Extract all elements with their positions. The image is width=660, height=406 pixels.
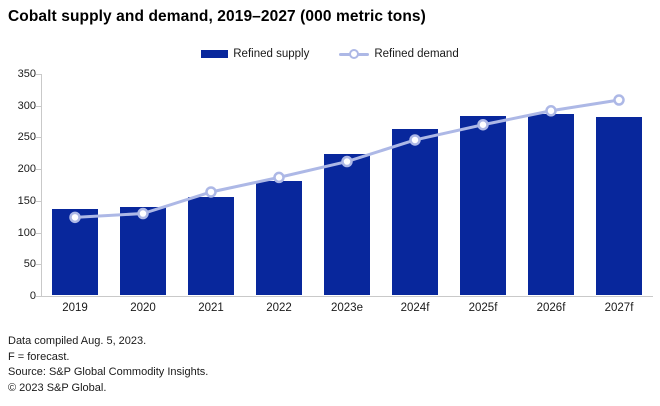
x-tick-label-2019: 2019 bbox=[62, 302, 88, 314]
footer-forecast: F = forecast. bbox=[8, 350, 70, 363]
x-tick-label-2023e: 2023e bbox=[331, 302, 363, 314]
supply-bar-2023e bbox=[324, 153, 370, 295]
legend: Refined supply Refined demand bbox=[0, 48, 660, 60]
x-axis-line bbox=[41, 296, 653, 297]
legend-item-refined-supply: Refined supply bbox=[201, 48, 309, 60]
x-tick-label-2027f: 2027f bbox=[604, 302, 634, 314]
demand-marker-2020 bbox=[137, 207, 149, 220]
demand-marker-2025f bbox=[477, 118, 489, 131]
x-tick-label-2020: 2020 bbox=[130, 302, 156, 314]
y-tick-label: 300 bbox=[17, 99, 36, 112]
demand-marker-2024f bbox=[409, 134, 421, 146]
y-tick-label: 200 bbox=[17, 163, 36, 176]
supply-bar-2022 bbox=[256, 181, 302, 295]
supply-bar-2020 bbox=[120, 207, 166, 295]
footer-notes: Data compiled Aug. 5, 2023. F = forecast… bbox=[8, 334, 208, 396]
chart-title: Cobalt supply and demand, 2019–2027 (000… bbox=[8, 8, 426, 25]
legend-supply-label: Refined supply bbox=[233, 48, 310, 60]
y-tick-mark bbox=[36, 74, 41, 75]
demand-marker-2026f bbox=[545, 105, 557, 117]
y-axis-line bbox=[41, 74, 42, 297]
supply-bar-2024f bbox=[392, 128, 438, 295]
demand-swatch-icon bbox=[339, 48, 370, 60]
supply-bar-2019 bbox=[52, 208, 98, 295]
y-tick-label: 250 bbox=[17, 131, 36, 144]
y-tick-label: 0 bbox=[29, 290, 36, 302]
y-tick-mark bbox=[36, 296, 41, 297]
supply-swatch-icon bbox=[201, 50, 229, 58]
y-tick-mark bbox=[36, 264, 41, 266]
y-tick-mark bbox=[36, 169, 41, 171]
demand-marker-2021 bbox=[205, 186, 217, 198]
footer-copyright: © 2023 S&P Global. bbox=[8, 381, 107, 394]
y-tick-mark bbox=[36, 105, 41, 107]
y-tick-label: 100 bbox=[17, 226, 36, 239]
y-tick-mark bbox=[36, 137, 41, 139]
x-tick-label-2024f: 2024f bbox=[400, 302, 430, 314]
x-tick-label-2025f: 2025f bbox=[468, 302, 498, 314]
x-tick-label-2026f: 2026f bbox=[536, 302, 566, 314]
legend-demand-label: Refined demand bbox=[374, 48, 459, 60]
y-tick-label: 350 bbox=[17, 68, 36, 80]
footer-compiled: Data compiled Aug. 5, 2023. bbox=[8, 335, 147, 347]
demand-marker-2019 bbox=[69, 211, 81, 224]
y-tick-label: 50 bbox=[23, 258, 36, 271]
plot-area: 0 50 100 150 200 250 300 350 2019 2020 2021 2022 20… bbox=[18, 68, 653, 314]
y-tick-mark bbox=[36, 232, 41, 234]
legend-item-refined-demand: Refined demand bbox=[339, 48, 459, 60]
line-series-refined-demand bbox=[69, 94, 625, 224]
supply-bar-2021 bbox=[188, 197, 234, 295]
supply-bar-2027f bbox=[596, 116, 642, 295]
y-tick-label: 150 bbox=[17, 194, 36, 207]
x-tick-label-2021: 2021 bbox=[198, 302, 224, 314]
demand-marker-2027f bbox=[613, 94, 625, 106]
x-tick-label-2022: 2022 bbox=[266, 302, 292, 314]
demand-marker-2023e bbox=[341, 155, 353, 168]
supply-bar-2025f bbox=[460, 115, 506, 295]
supply-bar-2026f bbox=[528, 114, 574, 295]
demand-marker-2022 bbox=[273, 171, 285, 184]
y-tick-mark bbox=[36, 200, 41, 202]
footer-source: Source: S&P Global Commodity Insights. bbox=[8, 366, 209, 379]
